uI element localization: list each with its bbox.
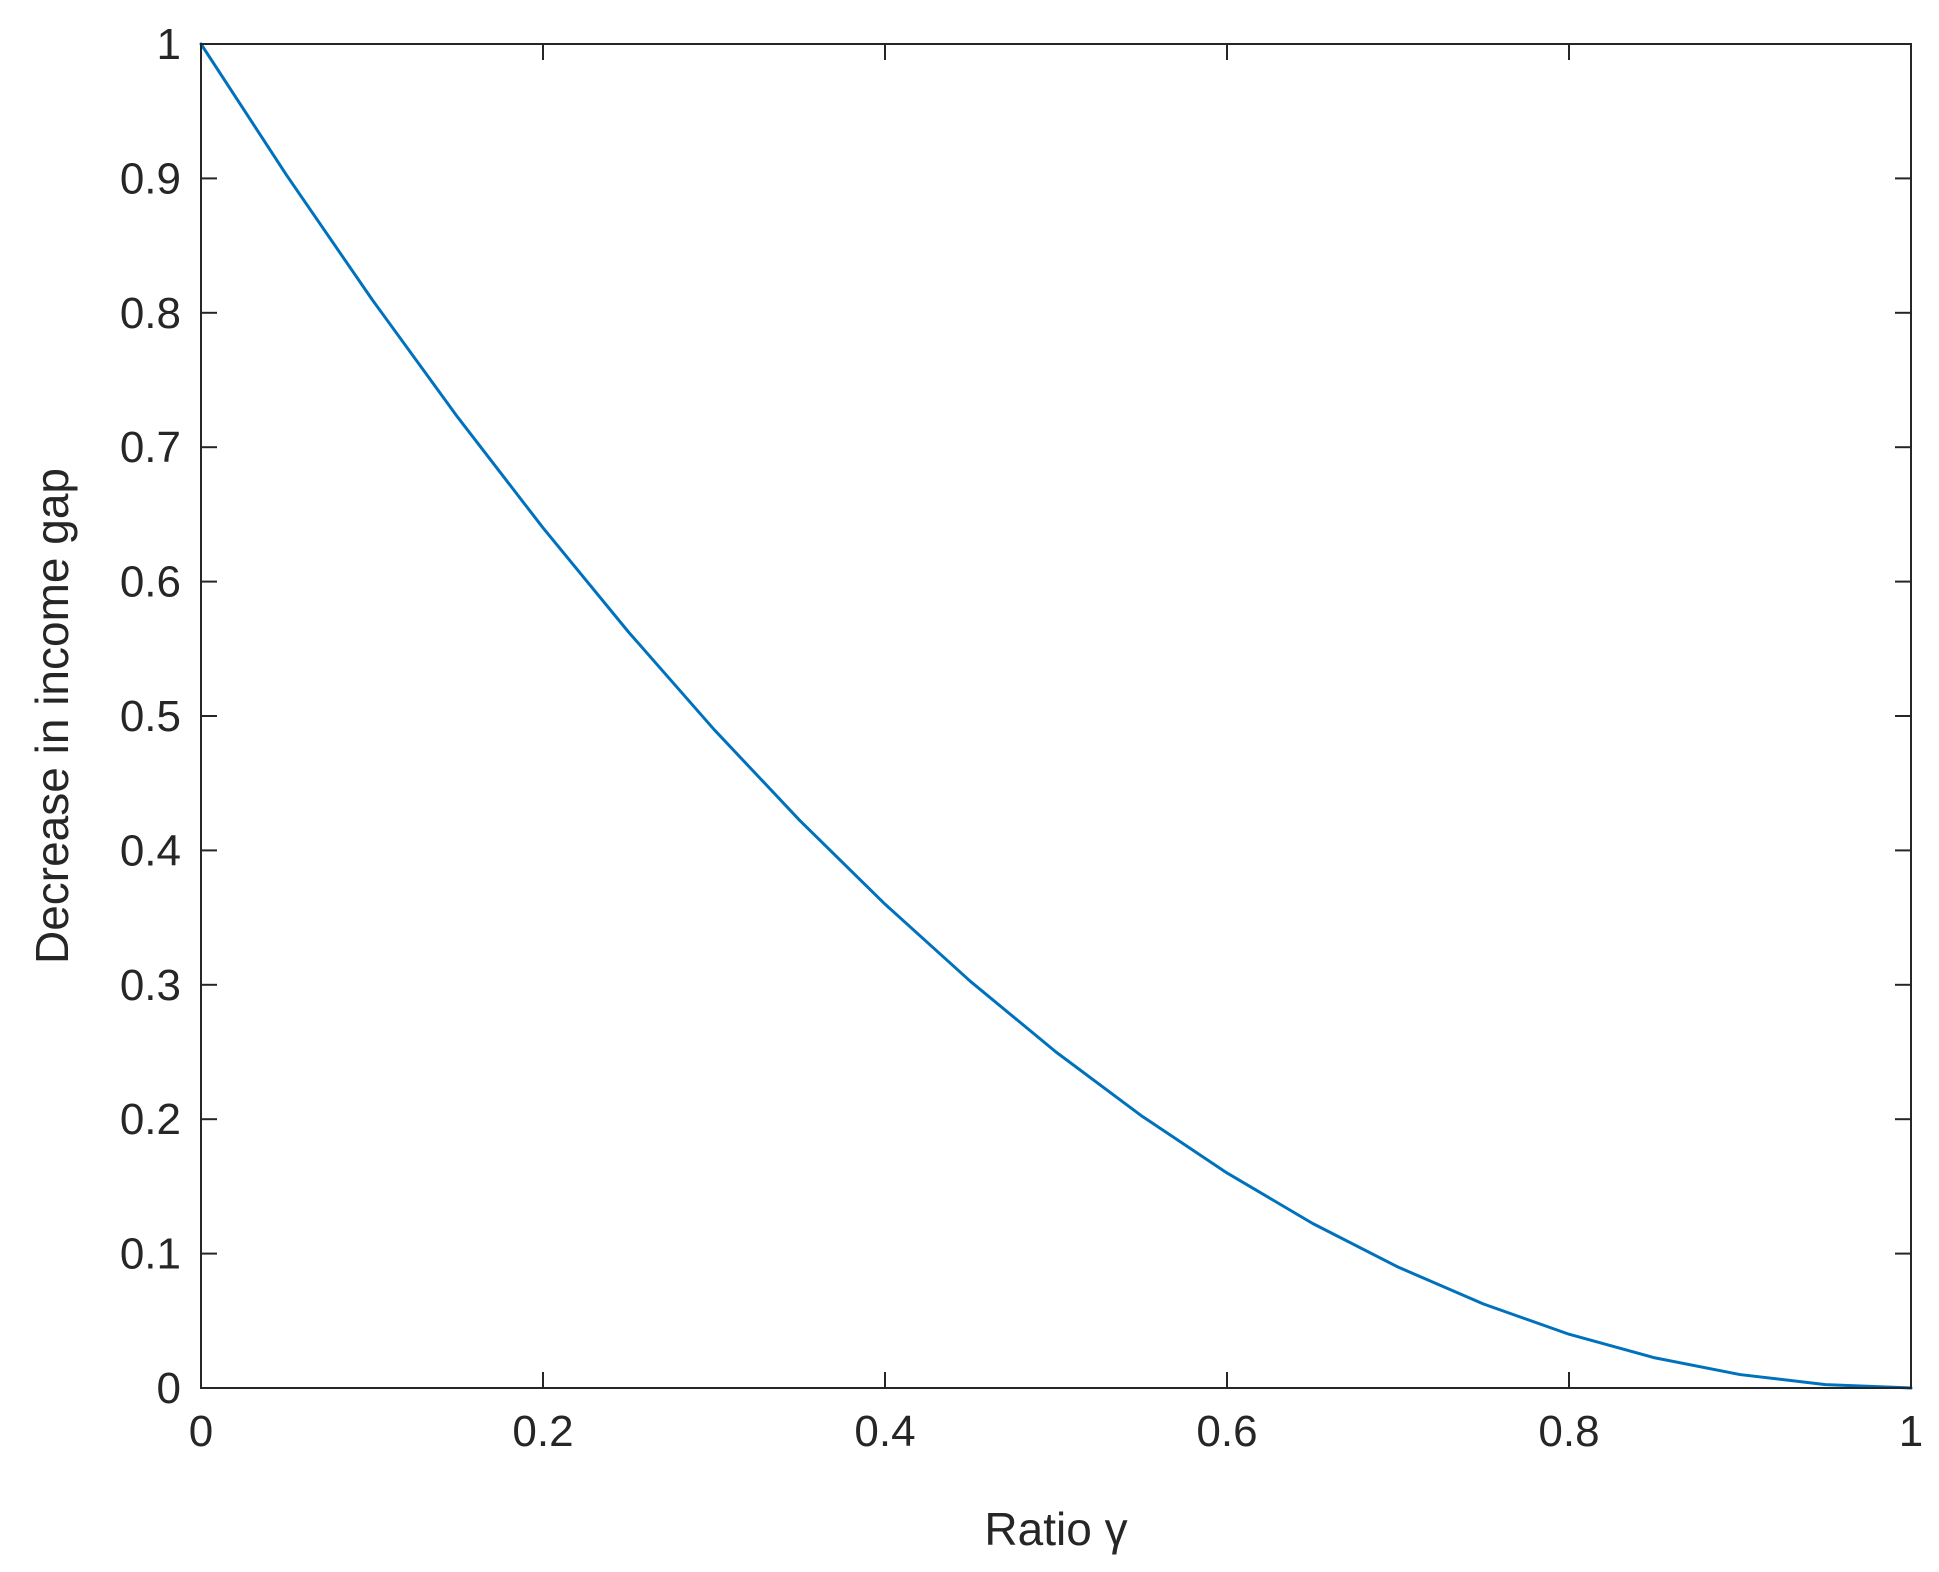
y-tick-label: 0.3 — [120, 961, 181, 1010]
x-tick-labels: 0 0.2 0.4 0.6 0.8 1 — [189, 1407, 1923, 1456]
y-tick-label: 0.8 — [120, 289, 181, 338]
series-line — [199, 42, 1913, 1390]
x-tick-label: 0.8 — [1538, 1407, 1599, 1456]
x-tick-label: 1 — [1899, 1407, 1923, 1456]
x-tick-label: 0.4 — [854, 1407, 915, 1456]
y-axis-title: Decrease in income gap — [26, 468, 78, 964]
y-tick-labels: 0 0.1 0.2 0.3 0.4 0.5 0.6 0.7 0.8 0.9 1 — [120, 20, 181, 1413]
y-tick-label: 0.5 — [120, 692, 181, 741]
series-layer — [199, 42, 1913, 1390]
x-tick-label: 0.2 — [512, 1407, 573, 1456]
y-tick-label: 0.1 — [120, 1230, 181, 1279]
y-tick-label: 0.4 — [120, 826, 181, 875]
y-tick-label: 1 — [157, 20, 181, 69]
y-tick-label: 0.7 — [120, 423, 181, 472]
x-tick-label: 0.6 — [1196, 1407, 1257, 1456]
plot-frame — [200, 43, 1912, 1389]
x-tick-label: 0 — [189, 1407, 213, 1456]
y-tick-label: 0.2 — [120, 1095, 181, 1144]
y-tick-label: 0.9 — [120, 154, 181, 203]
y-tick-label: 0 — [157, 1364, 181, 1413]
x-axis-title: Ratio γ — [984, 1503, 1127, 1555]
y-tick-label: 0.6 — [120, 558, 181, 607]
plot-background — [201, 44, 1911, 1388]
